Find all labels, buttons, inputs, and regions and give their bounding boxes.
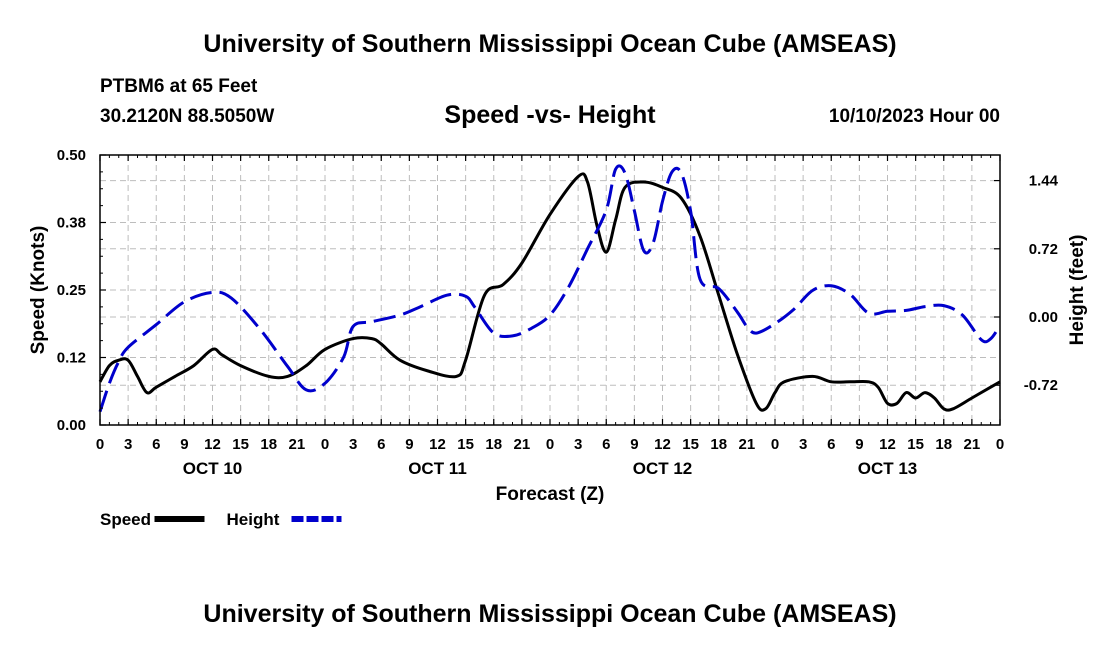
series-line-height [98,164,1002,413]
x-tick-label: 3 [574,436,582,453]
y-tick-label-right: 0.72 [1029,241,1058,258]
x-tick-label: 18 [260,436,277,453]
grid [100,155,1000,425]
station-coordinates: 30.2120N 88.5050W [100,106,275,127]
legend-label-speed: Speed [100,510,151,529]
series-line-speed [98,172,1001,412]
x-tick-label: 3 [349,436,357,453]
legend-label-height: Height [227,510,280,529]
y-tick-label-right: -0.72 [1024,377,1058,394]
y-tick-label-left: 0.12 [57,350,86,367]
day-label: OCT 13 [858,459,918,478]
x-tick-label: 18 [935,436,952,453]
x-tick-label: 12 [879,436,896,453]
x-tick-label: 0 [996,436,1004,453]
x-tick-label: 3 [799,436,807,453]
x-tick-label: 12 [429,436,446,453]
y-tick-label-left: 0.38 [57,215,86,232]
y-axis-title-right: Height (feet) [1067,235,1088,346]
x-tick-label: 12 [204,436,221,453]
x-tick-label: 0 [321,436,329,453]
day-label: OCT 10 [183,459,243,478]
y-tick-label-right: 0.00 [1029,309,1058,326]
x-tick-label: 6 [152,436,160,453]
x-tick-label: 15 [232,436,249,453]
x-tick-label: 18 [485,436,502,453]
x-tick-label: 12 [654,436,671,453]
x-tick-label: 9 [405,436,413,453]
footer-title: University of Southern Mississippi Ocean… [203,600,897,628]
x-tick-label: 0 [96,436,104,453]
y-axis-title-left: Speed (Knots) [28,226,49,355]
x-tick-label: 3 [124,436,132,453]
chart-title: Speed -vs- Height [444,101,656,129]
x-tick-label: 9 [630,436,638,453]
x-tick-label: 18 [710,436,727,453]
x-tick-label: 0 [546,436,554,453]
x-axis-title: Forecast (Z) [496,484,605,505]
day-label: OCT 12 [633,459,693,478]
y-tick-label-left: 0.50 [57,147,86,164]
x-tick-label: 15 [457,436,474,453]
axes: 0 3 6 9 12 15 18 21 0 3 6 9 12 15 18 21 0 3 6 9 12 15 18 21 0 3 6 9… [28,147,1088,505]
x-tick-label: 6 [602,436,610,453]
y-tick-label-right: 1.44 [1029,173,1059,190]
x-tick-label: 0 [771,436,779,453]
day-label: OCT 11 [408,459,467,478]
x-tick-label: 15 [682,436,699,453]
x-tick-label: 9 [180,436,188,453]
x-tick-label: 21 [514,436,531,453]
x-tick-label: 21 [289,436,306,453]
x-tick-label: 21 [964,436,981,453]
x-tick-label: 21 [739,436,756,453]
y-tick-label-left: 0.00 [57,417,86,434]
station-label: PTBM6 at 65 Feet [100,76,258,97]
legend: Speed Height [100,510,342,529]
x-tick-label: 9 [855,436,863,453]
series-layer [98,164,1002,413]
y-tick-label-left: 0.25 [57,282,86,299]
main-title: University of Southern Mississippi Ocean… [203,30,897,58]
x-tick-label: 6 [377,436,385,453]
x-tick-label: 15 [907,436,924,453]
forecast-datetime: 10/10/2023 Hour 00 [828,106,1000,127]
x-tick-label: 6 [827,436,835,453]
